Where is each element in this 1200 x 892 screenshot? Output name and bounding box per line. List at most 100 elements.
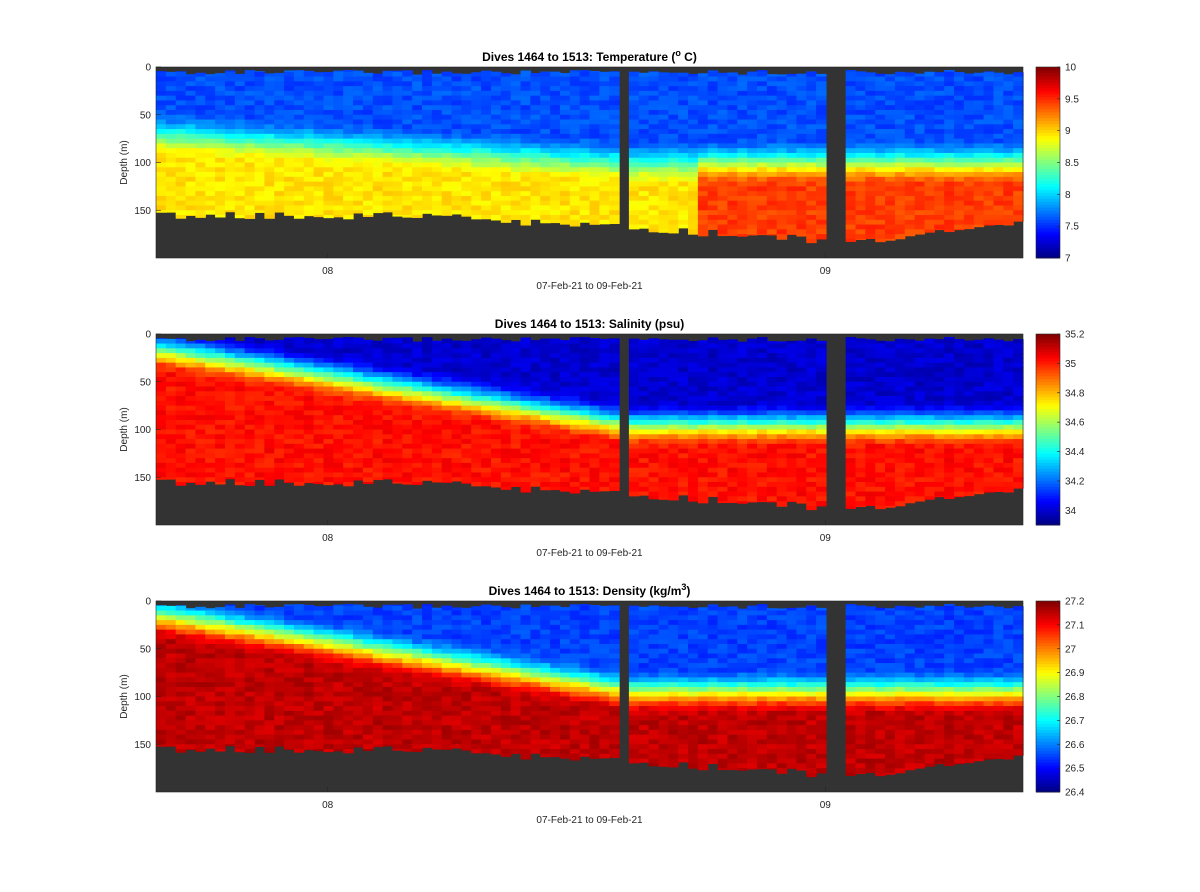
heat-cell [727, 472, 738, 478]
colorbar-swatch [1036, 87, 1060, 92]
heat-cell [776, 157, 788, 164]
heat-cell [412, 191, 423, 197]
heat-cell [944, 71, 955, 78]
heat-cell [323, 477, 334, 483]
heat-cell [904, 100, 916, 106]
heat-cell [638, 81, 650, 87]
heat-cell [224, 105, 236, 111]
heat-cell [530, 376, 541, 383]
heat-cell [313, 181, 325, 187]
heat-cell [382, 477, 394, 480]
heat-cell [845, 172, 857, 178]
heat-cell [402, 386, 413, 392]
heat-cell [668, 381, 679, 388]
heat-cell [284, 172, 295, 178]
heat-cell [303, 453, 315, 459]
heat-cell [451, 477, 463, 482]
heat-cell [934, 86, 945, 92]
heat-cell [776, 477, 788, 483]
heat-cell [441, 424, 453, 431]
heat-cell [205, 396, 216, 402]
heat-cell [747, 114, 758, 121]
heat-cell [658, 72, 669, 78]
heat-cell [540, 391, 551, 397]
heat-cell [924, 90, 935, 97]
heat-cell [855, 100, 866, 106]
heat-cell [540, 343, 551, 349]
heat-cell [579, 448, 591, 454]
heat-cell [885, 74, 896, 78]
heat-cell [254, 162, 265, 168]
heat-cell [185, 462, 197, 469]
heat-cell [638, 133, 650, 140]
heat-cell [697, 467, 709, 474]
heat-cell [875, 176, 886, 183]
heat-cell [1013, 81, 1024, 87]
heat-cell [668, 210, 679, 216]
heat-cell [461, 138, 472, 145]
heat-cell [766, 157, 778, 164]
heat-cell [490, 100, 502, 106]
heat-cell [914, 109, 926, 116]
heat-cell [707, 162, 719, 168]
heat-cell [589, 462, 600, 469]
heat-cell [422, 76, 433, 82]
heat-cell [284, 410, 295, 416]
heat-cell [323, 343, 334, 349]
heat-cell [490, 119, 502, 125]
heat-cell [727, 114, 738, 121]
heat-cell [175, 143, 187, 149]
heat-cell [382, 337, 394, 340]
heat-cell [855, 205, 866, 211]
heat-cell [786, 81, 797, 87]
heat-cell [648, 405, 660, 411]
y-axis-label: Depth (m) [119, 140, 130, 184]
heat-cell [441, 472, 453, 478]
heat-cell [392, 210, 403, 216]
heat-cell [353, 195, 364, 202]
heat-cell [776, 114, 788, 121]
heat-cell [786, 86, 797, 92]
heat-cell [559, 462, 571, 469]
heat-cell [333, 200, 344, 207]
heat-cell [441, 172, 453, 178]
heat-cell [816, 157, 827, 164]
heat-cell [796, 109, 807, 116]
heat-cell [599, 71, 610, 78]
heat-cell [293, 86, 305, 92]
heat-cell [688, 396, 699, 402]
colorbar-swatch [1036, 249, 1060, 253]
heat-cell [707, 372, 719, 378]
heat-cell [500, 124, 512, 130]
heat-cell [431, 76, 443, 82]
heat-cell [412, 391, 423, 397]
heat-cell [628, 396, 640, 402]
heat-cell [372, 176, 384, 183]
heat-cell [284, 458, 295, 464]
heat-cell [382, 76, 394, 82]
heat-cell [688, 129, 699, 135]
y-tick-label: 50 [140, 110, 152, 121]
heat-cell [175, 434, 187, 440]
heat-cell [609, 162, 620, 168]
heat-cell [205, 176, 216, 183]
heat-cell [234, 439, 246, 445]
heat-cell [481, 410, 492, 416]
heat-cell [412, 386, 423, 392]
heat-cell [323, 119, 334, 125]
heat-cell [343, 76, 354, 82]
heat-cell [589, 138, 600, 145]
heat-cell [638, 129, 650, 135]
heat-cell [697, 105, 709, 111]
heat-cell [599, 362, 610, 369]
heat-cell [963, 167, 975, 173]
heat-cell [254, 448, 265, 454]
heat-cell [717, 186, 729, 192]
heat-cell [668, 458, 679, 464]
heat-cell [461, 448, 472, 454]
heat-cell [954, 219, 965, 226]
heat-cell [402, 357, 413, 364]
heat-cell [303, 167, 315, 173]
heat-cell [530, 448, 541, 454]
heat-cell [747, 462, 758, 469]
